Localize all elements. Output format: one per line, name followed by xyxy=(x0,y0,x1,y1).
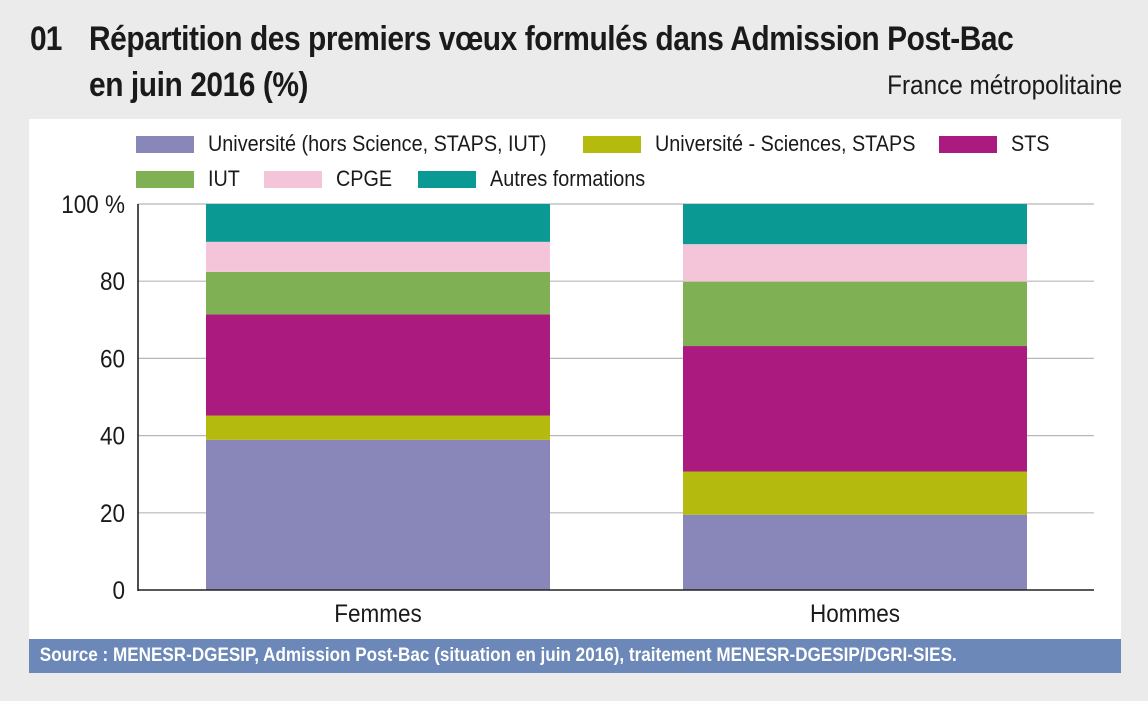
region-label: France métropolitaine xyxy=(886,70,1122,100)
bar-segment xyxy=(683,281,1027,347)
legend-swatch xyxy=(136,135,194,153)
legend-swatch xyxy=(939,135,997,153)
bar-segment xyxy=(206,204,550,242)
bar-segment xyxy=(683,514,1027,590)
bar-segment xyxy=(206,241,550,272)
legend-item-cpge: CPGE xyxy=(264,166,398,192)
bar-segment xyxy=(683,471,1027,515)
bar-segment xyxy=(683,346,1027,472)
chart-plot: 0 20 40 60 80 100 % Femmes Hommes xyxy=(61,191,1094,628)
legend-item-universite-sciences: Université - Sciences, STAPS xyxy=(583,131,944,157)
bar-segment xyxy=(206,439,550,590)
bar-segment xyxy=(206,415,550,440)
legend-label: Autres formations xyxy=(490,166,646,191)
y-tick-label: 0 xyxy=(112,577,125,605)
axes xyxy=(137,204,1094,591)
legend-swatch xyxy=(264,170,322,188)
legend-label: IUT xyxy=(208,166,240,191)
legend-swatch xyxy=(418,170,476,188)
bar-segment xyxy=(683,244,1027,282)
chart-title-line-2: en juin 2016 (%) xyxy=(89,66,309,104)
y-tick-label: 60 xyxy=(100,345,125,373)
legend-item-sts: STS xyxy=(939,131,1054,157)
bars xyxy=(206,204,1027,590)
x-tick-label: Femmes xyxy=(334,600,422,628)
legend-label: Université (hors Science, STAPS, IUT) xyxy=(208,131,547,156)
y-tick-label: 20 xyxy=(100,500,125,528)
bar-segment xyxy=(683,204,1027,245)
chart-title-line-1: Répartition des premiers vœux formulés d… xyxy=(89,20,1014,58)
legend-swatch xyxy=(136,170,194,188)
source-text: Source : MENESR-DGESIP, Admission Post-B… xyxy=(39,645,957,666)
legend-label: CPGE xyxy=(336,166,393,191)
legend-item-universite-hors: Université (hors Science, STAPS, IUT) xyxy=(136,131,584,157)
y-tick-labels: 0 20 40 60 80 100 % xyxy=(61,191,125,605)
source-bar: Source : MENESR-DGESIP, Admission Post-B… xyxy=(29,639,1121,673)
y-tick-label: 80 xyxy=(100,268,125,296)
y-tick-label: 100 % xyxy=(61,191,125,219)
legend-swatch xyxy=(583,135,641,153)
y-tick-label: 40 xyxy=(100,423,125,451)
legend-label: STS xyxy=(1011,131,1050,156)
legend-label: Université - Sciences, STAPS xyxy=(655,131,916,156)
legend-item-iut: IUT xyxy=(136,166,243,192)
chart-number: 01 xyxy=(30,20,62,58)
x-tick-labels: Femmes Hommes xyxy=(334,600,900,628)
x-tick-label: Hommes xyxy=(810,600,900,628)
bar-segment xyxy=(206,314,550,416)
bar-segment xyxy=(206,271,550,315)
chart-panel: Université (hors Science, STAPS, IUT) Un… xyxy=(29,119,1121,639)
legend-item-autres: Autres formations xyxy=(418,166,662,192)
